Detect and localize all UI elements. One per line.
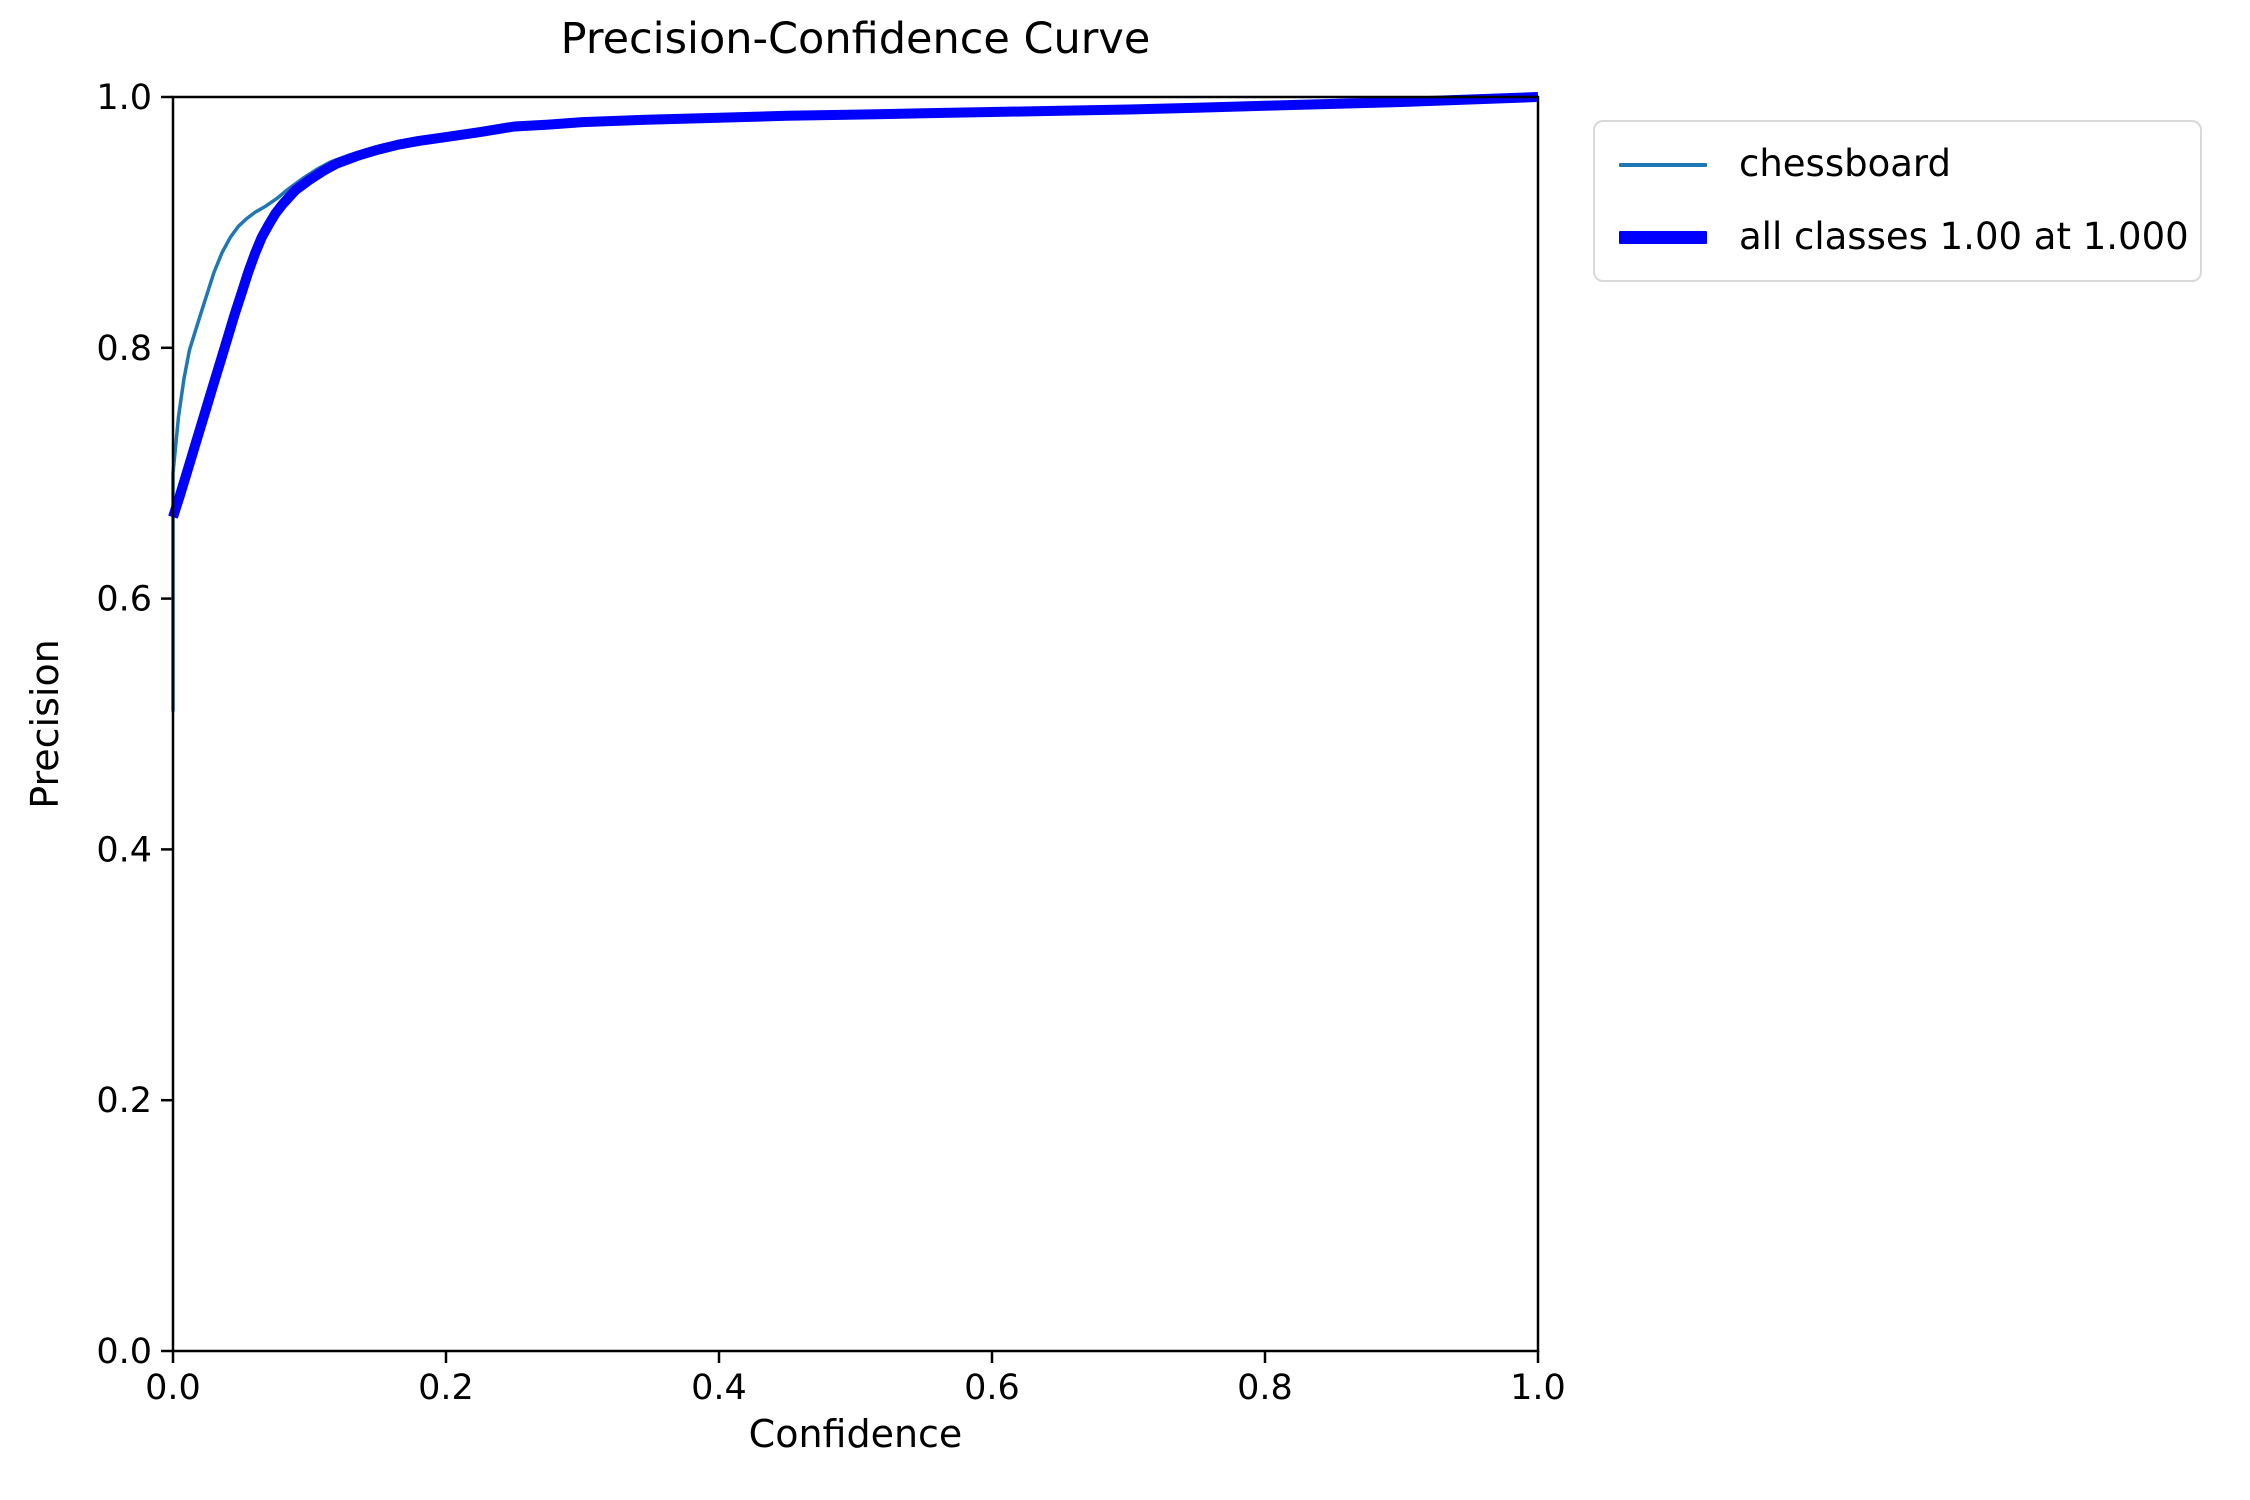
series-line-chessboard (171, 95, 1539, 712)
y-tick-label: 0.0 (96, 1332, 152, 1372)
legend-box: chessboard all classes 1.00 at 1.000 (1593, 120, 2202, 282)
y-axis-label: Precision (23, 639, 68, 809)
x-tick-label: 0.6 (964, 1368, 1020, 1408)
y-tick-label: 0.8 (96, 329, 152, 369)
y-tick-label: 0.4 (96, 830, 152, 870)
legend-label: chessboard (1739, 142, 1951, 186)
legend-label: all classes 1.00 at 1.000 (1739, 215, 2189, 258)
legend-line-sample-thick-icon (1619, 230, 1707, 244)
y-tick-label: 0.6 (96, 580, 152, 620)
x-tick-label: 0.2 (418, 1368, 474, 1408)
y-tick-label: 0.2 (96, 1081, 152, 1121)
y-tick-label: 1.0 (96, 78, 152, 118)
x-tick-label: 0.4 (691, 1368, 747, 1408)
x-axis-label: Confidence (748, 1412, 963, 1456)
axes-spines (171, 95, 1540, 1353)
x-tick-label: 0.8 (1237, 1368, 1293, 1408)
series-line-all (168, 92, 1539, 519)
legend-line-sample-thin-icon (1619, 162, 1707, 167)
chart-title: Precision-Confidence Curve (560, 14, 1151, 64)
x-tick-label: 0.0 (145, 1368, 201, 1408)
legend-item-all-classes: all classes 1.00 at 1.000 (1619, 216, 2189, 258)
legend-item-chessboard: chessboard (1619, 144, 2176, 185)
x-tick-label: 1.0 (1510, 1368, 1566, 1408)
